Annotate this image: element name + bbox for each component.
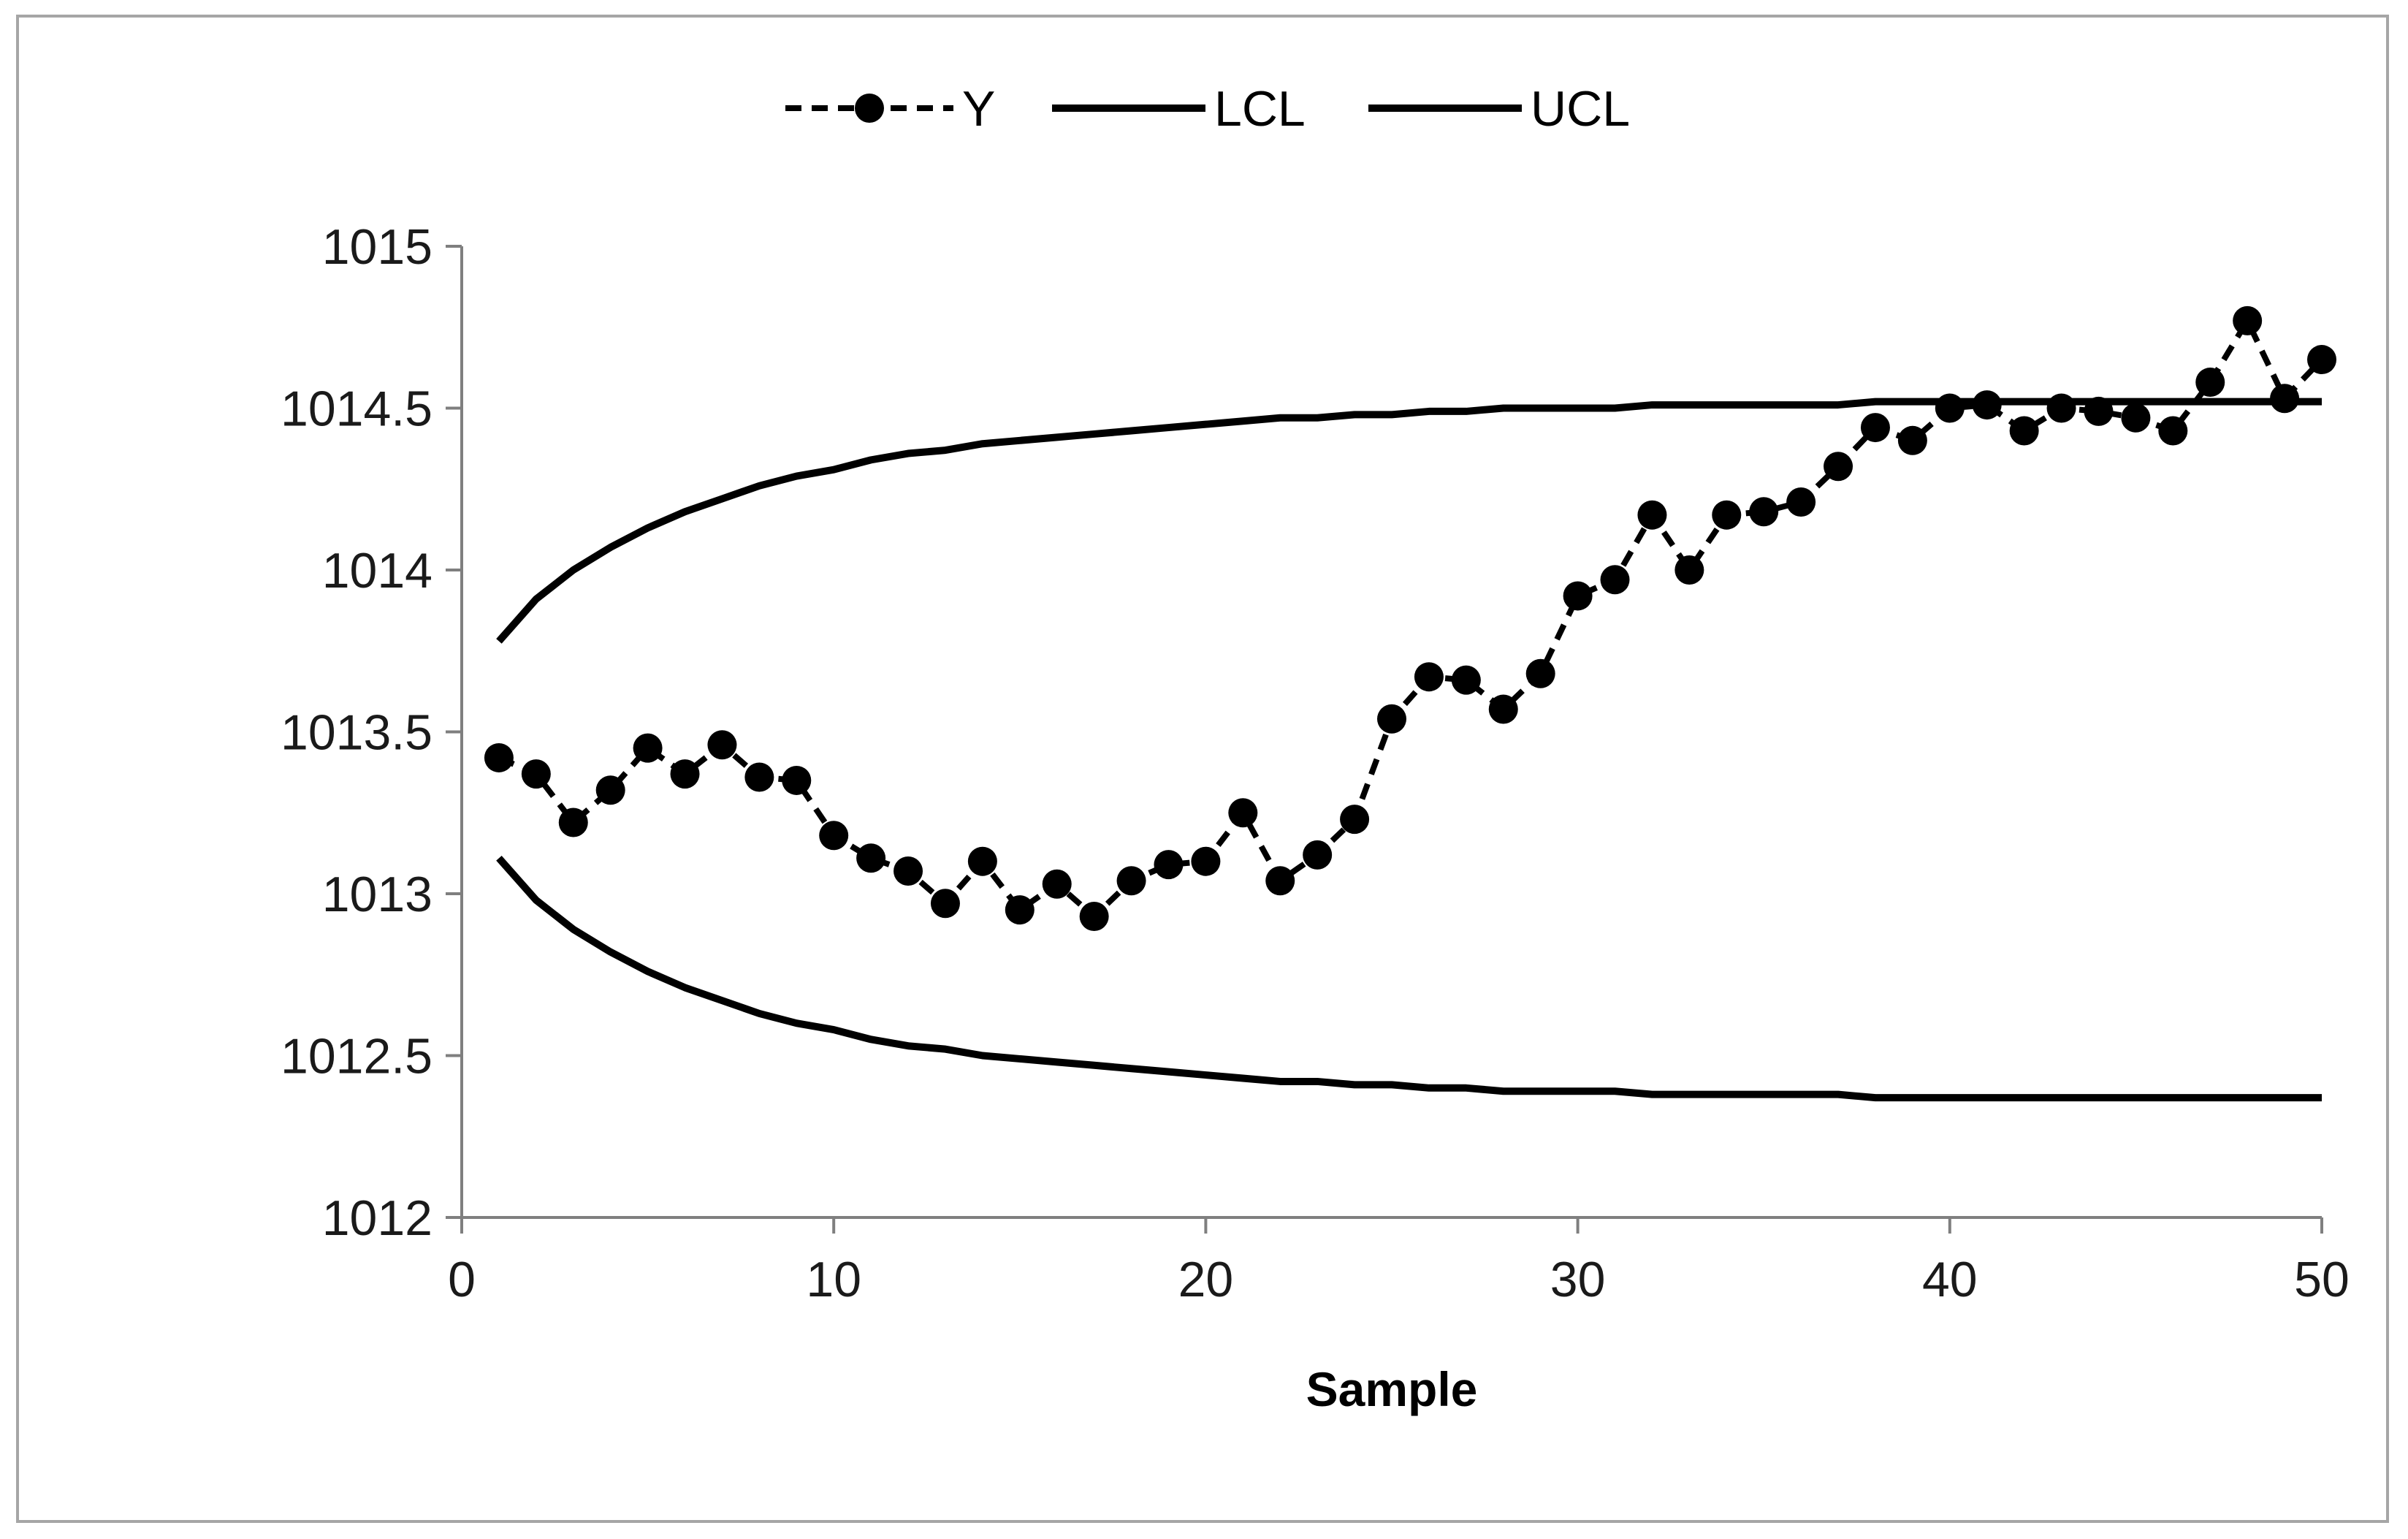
x-axis-title: Sample	[1306, 1362, 1478, 1416]
data-point	[782, 765, 812, 795]
legend-label: LCL	[1214, 81, 1306, 137]
data-point	[1154, 850, 1184, 880]
data-point	[595, 775, 625, 805]
legend-item-ucl: UCL	[1368, 81, 1630, 137]
series-line-lcl	[496, 855, 2322, 1102]
data-point	[894, 856, 923, 886]
data-point	[1563, 581, 1593, 611]
x-tick-label: 50	[2294, 1252, 2350, 1307]
y-axis-ticks: 1012 1012.5 1013 1013.5 1014 1014.5 1015	[281, 219, 462, 1246]
legend-label: Y	[962, 81, 995, 137]
data-point	[1749, 497, 1779, 527]
y-tick-label: 1012.5	[281, 1029, 433, 1084]
data-point	[1377, 704, 1406, 734]
data-point	[1191, 846, 1221, 876]
data-point	[1042, 869, 1072, 899]
data-point	[930, 889, 960, 919]
data-point	[1824, 452, 1853, 482]
data-point	[1786, 487, 1816, 517]
data-point	[1005, 895, 1035, 925]
legend-marker	[855, 94, 884, 123]
y-tick-label: 1014	[322, 543, 433, 598]
data-point	[2233, 305, 2263, 335]
data-point	[1712, 500, 1742, 530]
data-point	[1451, 665, 1481, 695]
data-point	[1414, 662, 1444, 692]
data-point	[1079, 902, 1109, 932]
chart-area	[16, 15, 2389, 1523]
data-point	[707, 730, 737, 760]
data-point	[1674, 555, 1704, 585]
y-tick-label: 1013.5	[281, 705, 433, 761]
data-point	[819, 821, 849, 851]
data-point	[1488, 694, 1518, 724]
data-point	[484, 742, 514, 772]
data-point	[1897, 425, 1927, 455]
series-y	[484, 305, 2336, 932]
series-ucl	[496, 398, 2322, 644]
data-point	[2009, 416, 2039, 446]
data-point	[2195, 368, 2225, 398]
data-point	[633, 733, 663, 763]
series-layer	[484, 305, 2336, 1102]
y-tick-label: 1014.5	[281, 381, 433, 437]
x-axis-ticks: 0 10 20 30 40 50	[448, 1217, 2350, 1307]
data-point	[670, 759, 700, 789]
x-tick-label: 40	[1922, 1252, 1978, 1307]
x-tick-label: 10	[806, 1252, 861, 1307]
x-tick-label: 30	[1550, 1252, 1606, 1307]
data-point	[1265, 866, 1295, 896]
data-point	[1860, 413, 1890, 443]
y-tick-label: 1015	[322, 219, 433, 275]
data-point	[2307, 345, 2336, 375]
data-point	[1116, 866, 1146, 896]
x-tick-label: 0	[448, 1252, 476, 1307]
data-point	[2121, 403, 2151, 433]
data-point	[1935, 393, 1965, 423]
data-point	[744, 762, 774, 792]
data-point	[558, 808, 588, 837]
legend-label: UCL	[1531, 81, 1630, 137]
data-point	[1303, 840, 1333, 870]
axes: 1012 1012.5 1013 1013.5 1014 1014.5 1015 0 10 20…	[281, 219, 2350, 1307]
series-lcl	[496, 855, 2322, 1102]
data-point	[2158, 416, 2188, 446]
legend-item-y: Y	[785, 81, 995, 137]
legend-item-lcl: LCL	[1052, 81, 1306, 137]
data-point	[1600, 565, 1630, 595]
y-tick-label: 1012	[322, 1190, 433, 1246]
data-point	[1637, 500, 1667, 530]
y-tick-label: 1013	[322, 867, 433, 922]
data-point	[1340, 805, 1370, 835]
data-point	[856, 843, 886, 873]
legend: Y LCL UCL	[785, 81, 1630, 137]
data-point	[967, 846, 997, 876]
data-point	[1525, 658, 1555, 688]
data-point	[521, 759, 551, 789]
data-point	[1228, 798, 1258, 828]
data-point	[2046, 393, 2076, 423]
x-tick-label: 20	[1178, 1252, 1234, 1307]
series-line-ucl	[496, 398, 2322, 644]
